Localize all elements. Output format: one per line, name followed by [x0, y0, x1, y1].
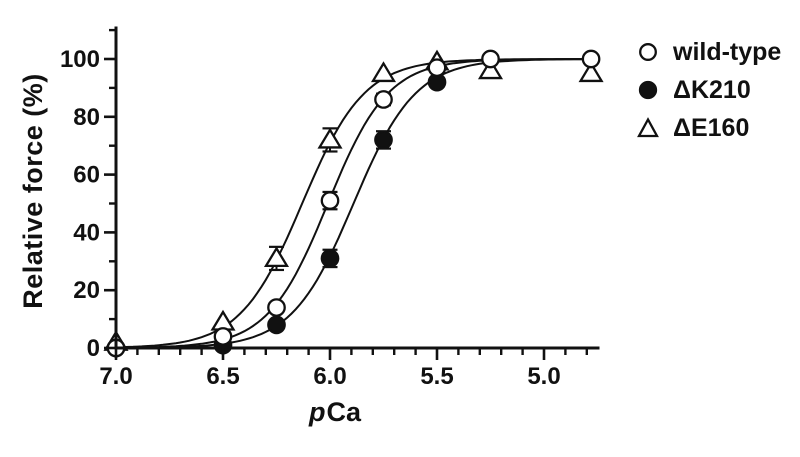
x-tick-label: 7.0: [99, 363, 132, 390]
y-tick-label: 80: [73, 104, 100, 131]
axis-lines: [114, 26, 600, 350]
data-point-triangle: [578, 61, 604, 83]
x-tick-label: 5.0: [527, 363, 560, 390]
x-tick-label: 6.0: [313, 363, 346, 390]
open-triangle-icon: [637, 117, 659, 138]
series-points-ΔE160: [103, 49, 604, 351]
data-point-triangle: [370, 61, 397, 83]
data-point-circle: [581, 49, 601, 69]
curve-ΔE160: [115, 58, 592, 349]
y-tick-label: 60: [73, 162, 100, 189]
y-tick-label: 40: [73, 219, 100, 246]
data-point-triangle: [210, 309, 236, 331]
filled-circle-icon: [638, 80, 658, 100]
legend-label-k210: ΔK210: [673, 75, 751, 104]
data-point-circle: [213, 327, 233, 346]
data-point-circle: [374, 90, 393, 109]
x-axis-title-p: p: [308, 397, 326, 427]
chart-legend: wild-type ΔK210 ΔE160: [636, 33, 781, 147]
legend-item-e160: ΔE160: [636, 109, 781, 147]
open-circle-icon: [639, 43, 657, 61]
x-axis-title-ca: Ca: [326, 397, 361, 427]
data-point-triangle: [477, 58, 504, 80]
x-axis-title: pCa: [250, 395, 420, 429]
series-points-wild-type: [106, 49, 601, 358]
data-point-triangle: [317, 127, 343, 149]
data-point-circle: [427, 58, 447, 78]
data-point-circle: [374, 130, 393, 150]
x-tick-label: 6.5: [206, 363, 239, 390]
x-tick-label: 5.5: [420, 363, 453, 390]
data-point-circle: [320, 249, 340, 268]
y-tick-label: 0: [87, 335, 100, 362]
curve-ΔK210: [115, 58, 592, 349]
y-axis-title: Relative force (%): [18, 73, 48, 309]
y-tick-label: 20: [73, 277, 100, 304]
legend-label-e160: ΔE160: [673, 113, 750, 142]
data-point-circle: [320, 191, 340, 210]
data-point-circle: [481, 49, 500, 69]
data-point-circle: [267, 298, 286, 317]
data-point-circle: [267, 315, 286, 335]
y-tick-label: 100: [60, 46, 100, 73]
axes: 0 20 40 60 80 100 7.0 6.5 6.0 5.5 5.0: [60, 26, 600, 390]
legend-item-wild-type: wild-type: [636, 33, 781, 71]
legend-item-k210: ΔK210: [636, 71, 781, 109]
legend-label-wild-type: wild-type: [673, 37, 782, 66]
fitted-curves: [115, 58, 592, 349]
error-bars: [269, 92, 391, 272]
data-point-triangle: [263, 246, 290, 268]
